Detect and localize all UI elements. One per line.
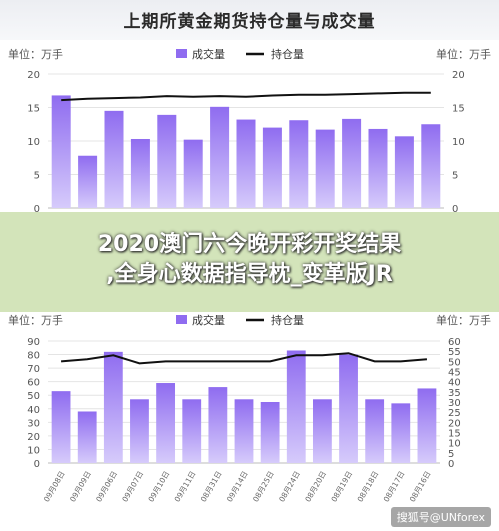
bar-13 (365, 399, 385, 463)
y-tick-left: 60 (27, 378, 40, 389)
x-tick-label: 08月20日 (303, 470, 328, 504)
y-tick-right: 60 (448, 337, 461, 348)
bar-10 (286, 350, 306, 463)
legend-line-label: 持仓量 (271, 47, 304, 61)
x-tick-label: 08月24日 (277, 470, 302, 504)
line-series (60, 352, 428, 365)
x-tick-label: 09月11日 (173, 470, 198, 504)
legend-bar-label: 成交量 (192, 47, 225, 61)
bar-12 (342, 118, 362, 208)
promo-overlay-band (0, 212, 499, 312)
bar-7 (210, 106, 230, 208)
bar-15 (417, 388, 437, 463)
promo-overlay-text: 2020澳门六今晚开彩开奖结果 ,全身心数据指导枕_变革版JR (0, 230, 499, 290)
y-tick-left: 0 (34, 204, 40, 215)
bar-14 (391, 403, 411, 463)
y-tick-left: 90 (27, 337, 40, 348)
y-tick-right: 15 (452, 104, 465, 115)
y-tick-left: 15 (27, 104, 40, 115)
y-tick-right: 40 (448, 378, 461, 389)
x-tick-label: 08月19日 (329, 470, 354, 504)
chart-title: 上期所黄金期货持仓量与成交量 (123, 12, 376, 32)
y-tick-right: 5 (448, 449, 454, 460)
x-tick-label: 09月09日 (68, 470, 93, 504)
y-tick-left: 0 (34, 459, 40, 470)
bar-11 (312, 399, 332, 463)
x-tick-label: 08月17日 (382, 470, 407, 504)
x-tick-label: 09月14日 (225, 470, 250, 504)
bar-13 (368, 128, 388, 208)
x-tick-label: 08月25日 (251, 470, 276, 504)
bar-12 (339, 354, 358, 463)
bar-14 (394, 136, 414, 208)
legend-bar-swatch (176, 315, 187, 324)
bar-9 (260, 402, 280, 463)
x-tick-label: 09月06日 (94, 470, 119, 504)
y-tick-left: 10 (27, 137, 40, 148)
line-series (61, 91, 431, 102)
bar-7 (208, 387, 228, 463)
title-band (0, 0, 499, 40)
x-tick-label: 09月08日 (42, 470, 67, 504)
y-tick-right: 10 (448, 439, 461, 450)
bar-11 (315, 129, 335, 208)
x-tick-label: 09月07日 (120, 470, 145, 504)
y-tick-left: 20 (27, 432, 40, 443)
bar-4 (130, 399, 149, 463)
bar-15 (421, 124, 441, 208)
y-tick-left: 10 (27, 445, 40, 456)
y-tick-left: 40 (27, 405, 40, 416)
y-tick-left: 20 (27, 70, 40, 81)
y-tick-right: 45 (448, 368, 461, 379)
y-tick-right: 10 (452, 137, 465, 148)
legend-bar-label: 成交量 (192, 313, 225, 327)
y-tick-right: 20 (452, 70, 465, 81)
x-tick-label: 08月31日 (199, 470, 224, 504)
y-tick-right: 20 (448, 418, 461, 429)
bar-5 (157, 114, 177, 208)
y-tick-right: 5 (452, 171, 458, 182)
x-tick-label: 09月10日 (146, 470, 171, 504)
bar-3 (104, 110, 124, 208)
bar-4 (130, 138, 150, 208)
legend-line-label: 持仓量 (271, 313, 304, 327)
x-tick-label: 08月18日 (356, 470, 381, 504)
y-tick-left: 70 (27, 364, 40, 375)
bar-2 (77, 411, 97, 463)
watermark: 搜狐号@UNforex (390, 507, 491, 527)
y-tick-right: 0 (452, 204, 458, 215)
y-tick-right: 15 (448, 429, 461, 440)
top-chart: 单位：万手 单位：万手 成交量 持仓量 0 5 10 15 20 0 5 10 15 20 (8, 47, 491, 215)
bar-5 (156, 383, 176, 463)
y-tick-left: 50 (27, 391, 40, 402)
y-tick-left: 30 (27, 418, 40, 429)
bar-1 (51, 95, 71, 208)
unit-label-right: 单位：万手 (436, 47, 491, 61)
x-tick-label: 08月16日 (408, 470, 433, 504)
y-tick-right: 35 (448, 388, 461, 399)
y-tick-right: 25 (448, 408, 461, 419)
bar-8 (236, 119, 256, 208)
legend-bar-swatch (176, 49, 187, 58)
y-tick-right: 55 (448, 347, 461, 358)
bar-9 (262, 127, 282, 208)
bar-10 (289, 120, 309, 208)
bar-8 (234, 399, 254, 463)
y-tick-left: 80 (27, 351, 40, 362)
bar-1 (51, 391, 71, 463)
unit-label-left: 单位：万手 (8, 47, 63, 61)
bar-6 (182, 399, 202, 463)
bar-2 (78, 155, 98, 208)
y-tick-right: 50 (448, 357, 461, 368)
overlay-line-2: ,全身心数据指导枕_变革版JR (106, 262, 393, 287)
bar-3 (103, 351, 123, 463)
unit-label-left: 单位：万手 (8, 313, 63, 327)
bar-6 (183, 139, 203, 208)
y-tick-right: 30 (448, 398, 461, 409)
y-tick-left: 5 (34, 171, 40, 182)
y-tick-right: 0 (448, 459, 454, 470)
overlay-line-1: 2020澳门六今晚开彩开奖结果 (97, 232, 402, 257)
unit-label-right: 单位：万手 (436, 313, 491, 327)
